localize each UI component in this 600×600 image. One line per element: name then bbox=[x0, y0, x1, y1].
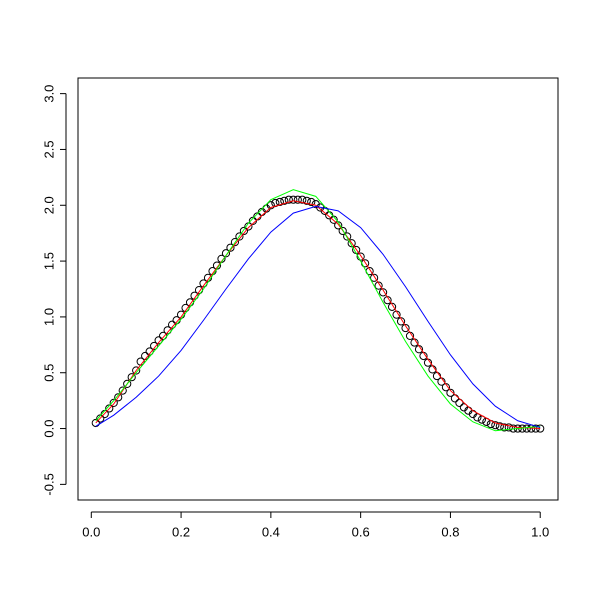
x-tick-label: 0.6 bbox=[352, 524, 370, 539]
x-tick-label: 0.8 bbox=[441, 524, 459, 539]
point bbox=[307, 197, 316, 207]
point bbox=[96, 414, 105, 423]
x-tick-label: 1.0 bbox=[531, 524, 549, 539]
point bbox=[343, 232, 352, 241]
point bbox=[105, 404, 114, 413]
point bbox=[378, 288, 388, 297]
plot-box bbox=[77, 77, 559, 501]
point bbox=[275, 197, 284, 207]
y-tick-label: 3.0 bbox=[41, 85, 56, 103]
curve bbox=[95, 200, 541, 430]
x-tick-label: 0.4 bbox=[262, 524, 280, 539]
point bbox=[387, 302, 397, 311]
point bbox=[109, 398, 118, 407]
point bbox=[266, 201, 275, 210]
point bbox=[154, 336, 163, 345]
point bbox=[374, 281, 383, 290]
point bbox=[132, 366, 141, 375]
y-tick-label: 0.5 bbox=[41, 364, 56, 382]
point bbox=[302, 196, 311, 205]
y-tick-label: 2.0 bbox=[41, 196, 56, 214]
point bbox=[370, 273, 379, 282]
point bbox=[298, 195, 307, 204]
point bbox=[226, 243, 235, 252]
y-tick-label: -0.5 bbox=[41, 473, 56, 495]
point bbox=[239, 226, 249, 236]
point bbox=[491, 421, 500, 430]
curve bbox=[95, 189, 541, 432]
x-tick-label: 0.0 bbox=[82, 524, 100, 539]
point bbox=[230, 238, 240, 247]
point bbox=[338, 226, 347, 236]
point bbox=[473, 413, 482, 422]
y-tick-label: 2.5 bbox=[41, 140, 56, 158]
point bbox=[450, 394, 460, 403]
y-tick-label: 1.5 bbox=[41, 252, 56, 270]
curve bbox=[95, 205, 541, 428]
point bbox=[504, 423, 513, 432]
point bbox=[500, 423, 509, 432]
point bbox=[150, 341, 159, 351]
point bbox=[293, 195, 302, 204]
point bbox=[347, 239, 356, 248]
point bbox=[280, 196, 289, 205]
y-tick-label: 0.0 bbox=[41, 420, 56, 438]
point bbox=[284, 195, 293, 204]
point bbox=[401, 323, 410, 333]
point bbox=[118, 386, 127, 395]
point bbox=[221, 249, 231, 258]
point bbox=[235, 232, 244, 241]
x-tick-label: 0.2 bbox=[172, 524, 190, 539]
point bbox=[123, 379, 132, 388]
point bbox=[91, 418, 100, 428]
point bbox=[446, 388, 455, 397]
y-tick-label: 1.0 bbox=[41, 308, 56, 326]
point bbox=[289, 195, 298, 204]
point bbox=[127, 373, 136, 382]
point bbox=[167, 320, 177, 329]
point bbox=[145, 347, 154, 356]
point bbox=[114, 393, 123, 402]
